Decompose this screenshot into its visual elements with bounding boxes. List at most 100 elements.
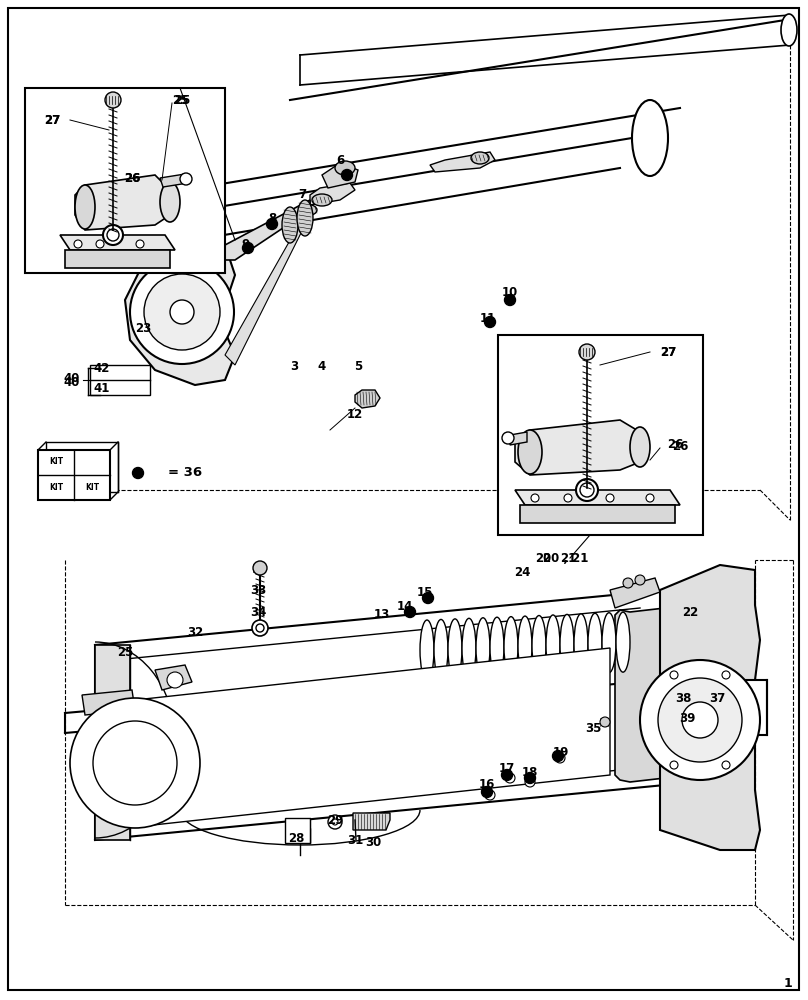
Polygon shape [60, 235, 175, 250]
Text: 27: 27 [660, 346, 676, 359]
Text: 34: 34 [250, 606, 266, 619]
Bar [725, 680, 767, 735]
Ellipse shape [420, 620, 434, 680]
Circle shape [564, 494, 572, 502]
Text: 33: 33 [250, 584, 266, 596]
Circle shape [74, 240, 82, 248]
Circle shape [502, 770, 512, 780]
Text: 32: 32 [187, 626, 203, 639]
Text: 20: 20 [535, 552, 551, 564]
Text: = 36: = 36 [168, 466, 202, 480]
Text: 12: 12 [347, 408, 363, 422]
Circle shape [482, 786, 493, 798]
Text: 41: 41 [94, 381, 110, 394]
Polygon shape [610, 578, 660, 608]
Bar [25, 88, 225, 273]
Ellipse shape [299, 205, 317, 215]
Bar [520, 505, 675, 523]
Circle shape [682, 702, 718, 738]
Circle shape [658, 678, 742, 762]
Ellipse shape [312, 194, 332, 206]
Polygon shape [155, 665, 192, 690]
Circle shape [524, 772, 536, 784]
Circle shape [722, 671, 730, 679]
Circle shape [253, 561, 267, 575]
Ellipse shape [532, 616, 546, 676]
Polygon shape [310, 183, 355, 205]
Circle shape [170, 300, 194, 324]
Text: 29: 29 [326, 814, 343, 826]
Bar [498, 335, 703, 535]
Circle shape [423, 592, 434, 603]
Polygon shape [82, 690, 135, 715]
Circle shape [531, 494, 539, 502]
Circle shape [96, 240, 104, 248]
Circle shape [525, 777, 535, 787]
Ellipse shape [448, 619, 462, 679]
Text: 40: 40 [64, 375, 80, 388]
Polygon shape [225, 200, 310, 260]
Text: 19: 19 [553, 746, 569, 758]
Text: 31: 31 [347, 834, 363, 846]
Circle shape [70, 698, 200, 828]
Text: 23: 23 [135, 322, 151, 334]
Ellipse shape [546, 615, 560, 675]
Circle shape [136, 240, 144, 248]
Bar [46, 442, 118, 492]
Bar [90, 365, 150, 395]
Text: 4: 4 [318, 360, 326, 372]
Text: 24: 24 [514, 566, 530, 578]
Polygon shape [615, 608, 665, 782]
Ellipse shape [335, 161, 355, 175]
Circle shape [670, 671, 678, 679]
Polygon shape [225, 205, 310, 365]
Circle shape [635, 575, 645, 585]
Ellipse shape [462, 618, 476, 678]
Circle shape [242, 242, 254, 253]
Circle shape [485, 790, 495, 800]
Circle shape [180, 173, 192, 185]
Text: 11: 11 [480, 312, 496, 324]
Bar [285, 818, 310, 843]
Text: 38: 38 [675, 692, 691, 704]
Circle shape [168, 251, 182, 265]
Circle shape [133, 468, 144, 479]
Bar [38, 450, 110, 500]
Circle shape [640, 660, 760, 780]
Circle shape [105, 92, 121, 108]
Text: 25: 25 [172, 94, 188, 106]
Circle shape [504, 294, 516, 306]
Ellipse shape [630, 427, 650, 467]
Circle shape [328, 815, 342, 829]
Ellipse shape [602, 613, 616, 673]
Ellipse shape [434, 619, 448, 679]
Text: 37: 37 [709, 692, 725, 704]
Text: 40: 40 [64, 371, 80, 384]
Ellipse shape [282, 207, 298, 243]
Polygon shape [353, 813, 390, 830]
Circle shape [267, 219, 277, 230]
Circle shape [722, 761, 730, 769]
Circle shape [130, 260, 234, 364]
Text: 17: 17 [499, 762, 516, 774]
Ellipse shape [75, 185, 95, 229]
Circle shape [580, 483, 594, 497]
Text: 3: 3 [290, 360, 298, 372]
Text: 6: 6 [336, 153, 344, 166]
Bar [65, 250, 170, 268]
Polygon shape [75, 175, 170, 230]
Text: 27: 27 [660, 346, 676, 359]
Ellipse shape [616, 612, 630, 672]
Ellipse shape [297, 200, 313, 236]
Text: KIT: KIT [49, 483, 63, 491]
Text: 26: 26 [124, 172, 140, 184]
Polygon shape [515, 490, 680, 505]
Ellipse shape [504, 617, 518, 677]
Polygon shape [430, 152, 495, 172]
Ellipse shape [518, 430, 542, 474]
Text: 18: 18 [522, 766, 538, 778]
Ellipse shape [632, 100, 668, 176]
Polygon shape [125, 240, 235, 385]
Circle shape [670, 761, 678, 769]
Text: 22: 22 [682, 606, 698, 619]
